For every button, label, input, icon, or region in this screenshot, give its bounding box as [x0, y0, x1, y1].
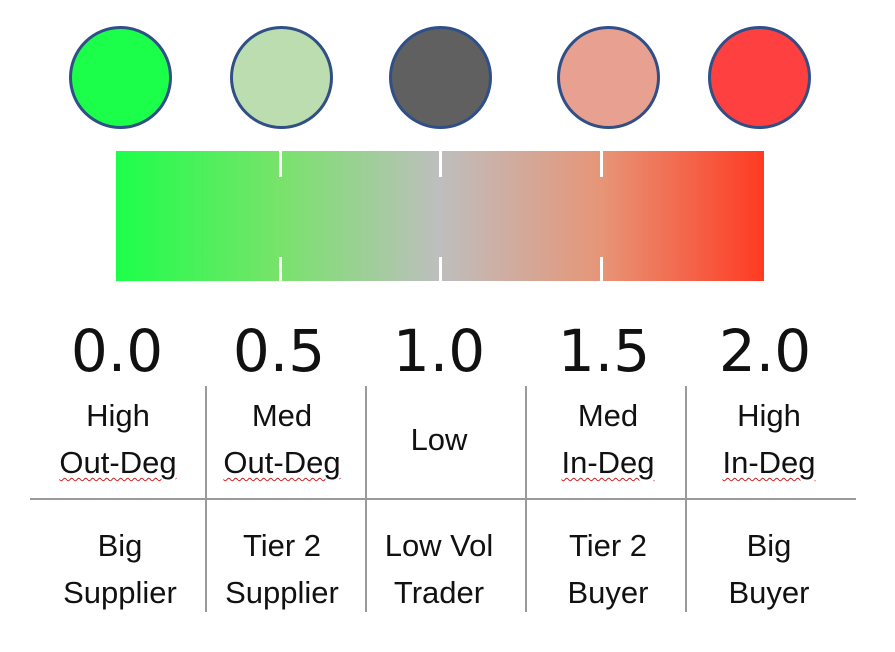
degree-cell-line2: Out-Deg [202, 439, 362, 486]
tick-label-0-0: 0.0 [70, 317, 164, 385]
tick-label-0-5: 0.5 [232, 317, 326, 385]
tick-label-2-0: 2.0 [718, 317, 812, 385]
role-cell-line1: Tier 2 [242, 528, 322, 563]
degree-cell-med-in: Med In-Deg [528, 392, 688, 486]
degree-cell-line2-text: Out-Deg [223, 445, 341, 480]
role-cell-line1: Low Vol [384, 528, 494, 563]
degree-cell-line1: Low [410, 422, 468, 457]
degree-cell-line1: High [86, 398, 150, 433]
role-cell-line1: Tier 2 [568, 528, 648, 563]
degree-cell-high-in: High In-Deg [689, 392, 849, 486]
table-row-divider [30, 498, 856, 500]
circle-med-in-deg [557, 26, 660, 129]
degree-cell-line1: Med [577, 398, 639, 433]
degree-cell-high-out: High Out-Deg [38, 392, 198, 486]
degree-cell-line2-text: Out-Deg [59, 445, 177, 480]
degree-cell-line2: In-Deg [528, 439, 688, 486]
role-cell-line2: Trader [393, 575, 485, 610]
role-cell-tier2-buyer: Tier 2 Buyer [528, 522, 688, 616]
degree-cell-line2-text: In-Deg [722, 445, 816, 480]
role-cell-line2: Buyer [567, 575, 649, 610]
role-cell-big-supplier: Big Supplier [40, 522, 200, 616]
role-cell-line1: Big [97, 528, 143, 563]
bar-tick-1-0-bottom [439, 257, 442, 281]
degree-cell-med-out: Med Out-Deg [202, 392, 362, 486]
circle-high-in-deg [708, 26, 811, 129]
role-cell-low-vol-trader: Low Vol Trader [359, 522, 519, 616]
role-cell-line1: Big [746, 528, 792, 563]
degree-cell-line1: Med [251, 398, 313, 433]
bar-tick-0-5-bottom [279, 257, 282, 281]
bar-tick-1-5-top [600, 151, 603, 177]
bar-tick-1-5-bottom [600, 257, 603, 281]
tick-label-1-5: 1.5 [557, 317, 651, 385]
role-cell-line2: Buyer [728, 575, 810, 610]
degree-cell-line2-text: In-Deg [561, 445, 655, 480]
tick-label-1-0: 1.0 [392, 317, 486, 385]
role-cell-line2: Supplier [63, 575, 177, 610]
degree-cell-low: Low [359, 416, 519, 463]
degree-cell-line2: Out-Deg [38, 439, 198, 486]
degree-cell-line2: In-Deg [689, 439, 849, 486]
degree-cell-line1: High [737, 398, 801, 433]
bar-tick-1-0-top [439, 151, 442, 177]
role-cell-big-buyer: Big Buyer [689, 522, 849, 616]
role-cell-line2: Supplier [225, 575, 339, 610]
circle-high-out-deg [69, 26, 172, 129]
role-cell-tier2-supplier: Tier 2 Supplier [202, 522, 362, 616]
bar-tick-0-5-top [279, 151, 282, 177]
circle-low [389, 26, 492, 129]
circle-med-out-deg [230, 26, 333, 129]
